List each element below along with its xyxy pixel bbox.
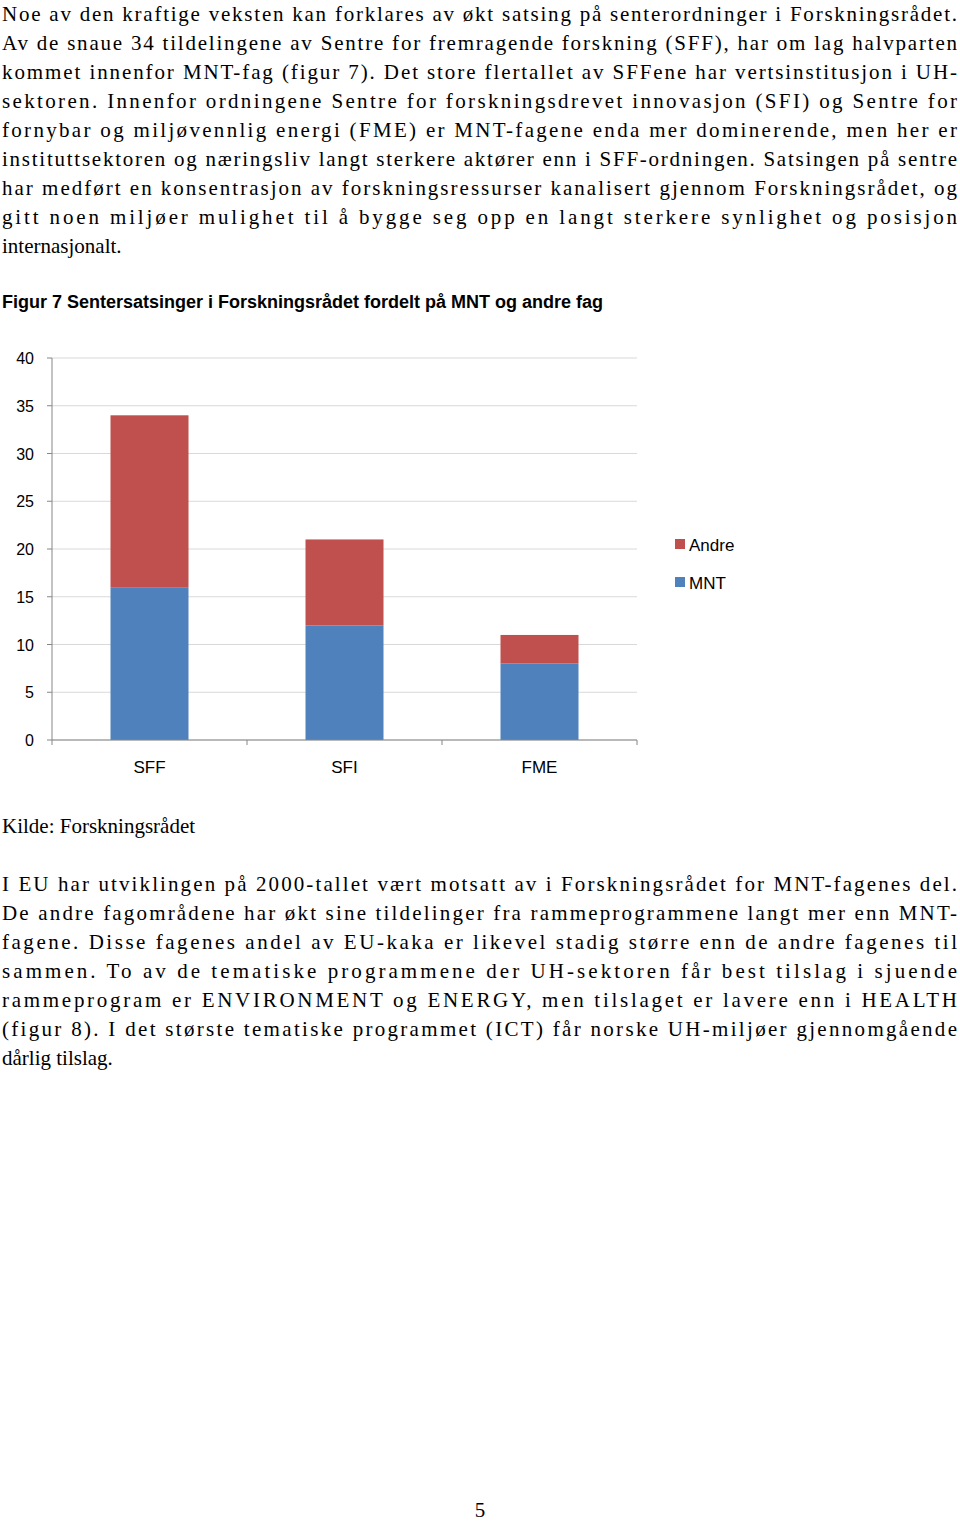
paragraph-line: kommet innenfor MNT-fag (figur 7). Det s… — [2, 60, 957, 84]
category-label: FME — [522, 758, 558, 777]
y-tick — [47, 692, 52, 693]
paragraph-line: Noe av den kraftige veksten kan forklare… — [2, 2, 957, 26]
legend: Andre MNT — [675, 536, 734, 593]
source: Kilde: Forskningsrådet — [2, 814, 195, 838]
paragraph-line: I EU har utviklingen på 2000-tallet vært… — [2, 872, 957, 896]
x-tick — [442, 740, 443, 745]
bar-segment — [306, 539, 384, 625]
y-tick-label: 30 — [16, 446, 34, 463]
paragraph: Noe av den kraftige veksten kan forklare… — [2, 2, 958, 258]
paragraph-line: fornybar og miljøvennlig energi (FME) er… — [2, 118, 957, 142]
bar-segment — [306, 625, 384, 740]
paragraph-line: sammen. To av de tematiske programmene d… — [2, 959, 957, 983]
x-tick — [52, 740, 53, 745]
page: Noe av den kraftige veksten kan forklare… — [0, 0, 960, 1521]
bar-segment — [501, 635, 579, 664]
grid-line — [52, 740, 637, 741]
paragraph-line: fagene. Disse fagenes andel av EU-kaka e… — [2, 930, 957, 954]
y-tick-label: 0 — [25, 732, 34, 749]
page-number: 5 — [475, 1498, 486, 1521]
y-tick — [47, 358, 52, 359]
y-tick — [47, 453, 52, 454]
y-tick — [47, 549, 52, 550]
y-tick — [47, 644, 52, 645]
x-tick — [637, 740, 638, 745]
chart: 0 5 10 15 20 25 30 35 40 SFF SFI FME Andre MNT — [16, 350, 734, 777]
legend-swatch — [675, 577, 685, 587]
paragraph-line: gitt noen miljøer mulighet til å bygge s… — [2, 205, 957, 229]
category-label: SFF — [133, 758, 165, 777]
y-tick-label: 10 — [16, 637, 34, 654]
y-tick-label: 40 — [16, 350, 34, 367]
y-tick-label: 20 — [16, 541, 34, 558]
y-tick-label: 35 — [16, 398, 34, 415]
y-axis — [52, 358, 53, 740]
category-label: SFI — [331, 758, 357, 777]
y-tick — [47, 405, 52, 406]
y-tick — [47, 596, 52, 597]
paragraph-line: rammeprogram er ENVIRONMENT og ENERGY, m… — [2, 988, 957, 1012]
paragraph-line: (figur 8). I det største tematiske progr… — [2, 1017, 957, 1041]
y-tick-label: 15 — [16, 589, 34, 606]
paragraph: I EU har utviklingen på 2000-tallet vært… — [2, 872, 957, 1070]
legend-label: MNT — [689, 574, 726, 593]
legend-label: Andre — [689, 536, 734, 555]
bars — [111, 415, 579, 740]
x-tick — [247, 740, 248, 745]
y-tick-label: 25 — [16, 493, 34, 510]
paragraph-line: De andre fagområdene har økt sine tildel… — [2, 901, 957, 925]
y-tick — [47, 501, 52, 502]
bar-segment — [111, 587, 189, 740]
figure-title: Figur 7 Sentersatsinger i Forskningsråde… — [2, 292, 603, 312]
paragraph-line: dårlig tilslag. — [2, 1046, 113, 1070]
paragraph-line: har medført en konsentrasjon av forsknin… — [2, 176, 958, 200]
paragraph-line: internasjonalt. — [2, 234, 122, 258]
paragraph-line: Av de snaue 34 tildelingene av Sentre fo… — [2, 31, 958, 55]
bar-segment — [111, 415, 189, 587]
grid-line — [52, 358, 637, 359]
bar-segment — [501, 664, 579, 740]
paragraph-line: instituttsektoren og næringsliv langt st… — [2, 147, 957, 171]
grid-line — [52, 405, 637, 406]
y-tick-label: 5 — [25, 684, 34, 701]
x-axis — [52, 740, 637, 741]
y-tick — [47, 740, 52, 741]
legend-swatch — [675, 539, 685, 549]
paragraph-line: sektoren. Innenfor ordningene Sentre for… — [2, 89, 957, 113]
